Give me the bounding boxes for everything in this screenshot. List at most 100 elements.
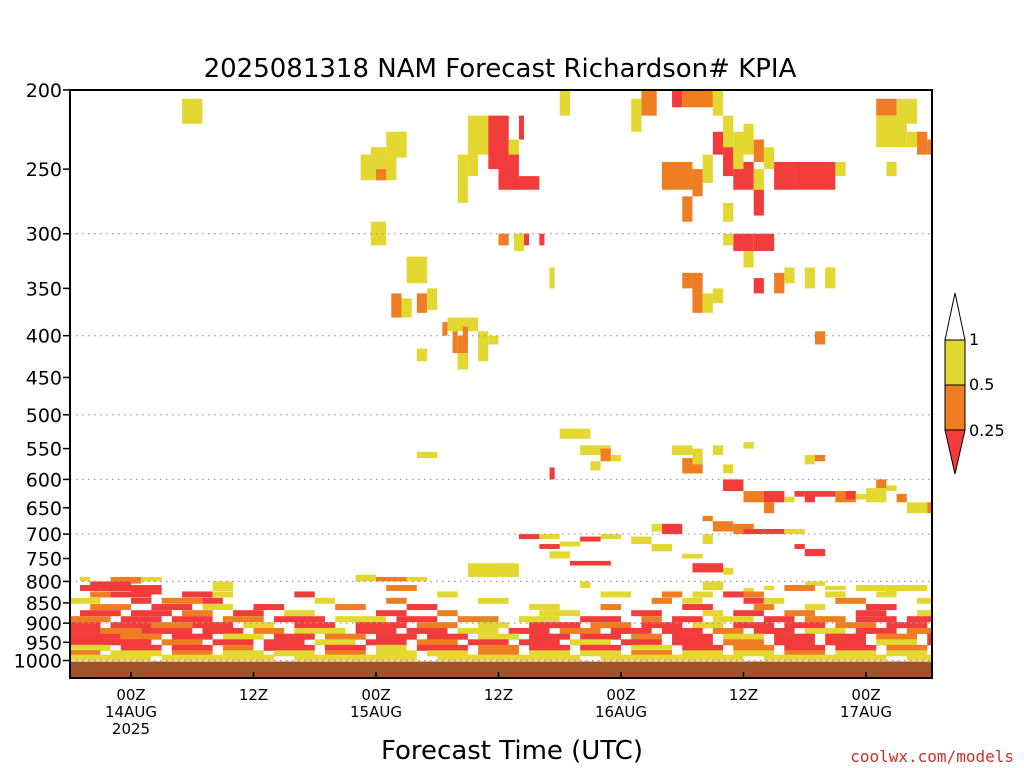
- ri-cell: [763, 502, 775, 514]
- ri-cell: [631, 536, 652, 545]
- ri-cell: [580, 616, 621, 623]
- ri-cell: [376, 650, 417, 657]
- ri-cell: [457, 352, 468, 370]
- ri-cell: [855, 616, 897, 623]
- ri-cell: [682, 90, 713, 108]
- ri-cell: [723, 567, 734, 575]
- ri-cell: [467, 639, 509, 646]
- ri-cell: [876, 639, 918, 646]
- legend-swatch-gt-1: [944, 292, 966, 341]
- ri-cell: [855, 493, 866, 500]
- ri-cell: [927, 139, 932, 155]
- ri-cell: [692, 448, 703, 465]
- ri-cell: [774, 161, 795, 190]
- ri-cell: [682, 272, 693, 289]
- ri-cell: [273, 650, 315, 657]
- ri-cell: [518, 115, 525, 140]
- ri-cell: [131, 597, 152, 604]
- ri-cell: [202, 597, 223, 604]
- ri-cell: [702, 534, 713, 545]
- ri-cell: [804, 278, 815, 289]
- ri-cell: [120, 616, 162, 623]
- ri-cell: [825, 633, 866, 640]
- ri-cell: [452, 331, 458, 353]
- ri-cell: [794, 544, 805, 549]
- ri-cell: [723, 591, 744, 598]
- ri-cell: [70, 622, 101, 629]
- y-tick-label: 850: [26, 593, 62, 615]
- ri-cell: [906, 627, 932, 634]
- ri-cell: [876, 115, 907, 148]
- ri-cell: [243, 622, 274, 629]
- ri-cell: [151, 604, 193, 611]
- ri-cell: [498, 233, 509, 246]
- ri-cell: [131, 610, 172, 617]
- ri-cell: [723, 147, 734, 177]
- ri-cell: [457, 627, 499, 634]
- x-tick-label: 14AUG: [105, 703, 157, 721]
- chart-title: 2025081318 NAM Forecast Richardson# KPIA: [204, 54, 797, 84]
- ri-cell: [692, 563, 724, 573]
- ri-cell: [712, 445, 724, 455]
- ri-cell: [661, 523, 683, 535]
- ri-cell: [376, 633, 417, 640]
- ri-cell: [580, 650, 621, 657]
- ri-cell: [529, 633, 570, 640]
- ri-cell: [804, 267, 815, 279]
- ri-cell: [171, 644, 213, 651]
- ri-cell: [70, 654, 152, 661]
- ri-cell: [906, 131, 918, 148]
- ri-cell: [835, 650, 877, 657]
- ri-cell: [672, 90, 683, 108]
- ri-cell: [600, 591, 632, 598]
- ri-cell: [376, 610, 407, 617]
- ri-cell: [927, 639, 932, 646]
- ri-cell: [90, 604, 131, 611]
- ri-cell: [416, 622, 458, 629]
- ri-cell: [743, 491, 764, 503]
- ri-cell: [631, 610, 662, 617]
- ri-cell: [702, 154, 713, 184]
- ri-cell: [442, 322, 448, 336]
- ri-cell: [651, 523, 662, 532]
- ri-cell: [886, 485, 897, 492]
- y-tick-label: 750: [26, 549, 62, 571]
- ri-cell: [917, 610, 932, 617]
- ri-cell: [723, 115, 734, 148]
- legend-swatch-lt-0-25: [944, 429, 966, 475]
- ri-cell: [182, 610, 213, 617]
- y-tick-label: 650: [26, 498, 62, 520]
- ri-cell: [70, 627, 101, 634]
- ri-cell: [161, 654, 274, 661]
- ri-cell: [682, 604, 713, 611]
- ri-cell: [253, 627, 285, 634]
- ri-cell: [437, 591, 458, 598]
- ri-cell: [70, 639, 111, 646]
- ri-cell: [641, 90, 657, 116]
- ri-cell: [692, 622, 724, 629]
- ri-cell: [171, 616, 213, 623]
- x-tick-label: 00Z: [851, 686, 880, 704]
- y-tick-label: 1000: [14, 651, 62, 673]
- ri-cell: [672, 633, 713, 640]
- source-credit: coolwx.com/models: [850, 747, 1014, 766]
- ri-cell: [79, 576, 91, 582]
- ri-cell: [927, 633, 932, 640]
- ri-cell: [202, 604, 234, 611]
- ri-cell: [876, 591, 897, 598]
- ri-cell: [692, 272, 703, 294]
- ri-cell: [212, 639, 254, 646]
- ri-cell: [804, 491, 815, 503]
- ri-cell: [896, 493, 907, 503]
- ri-cell: [478, 597, 509, 604]
- ri-cell: [814, 454, 826, 462]
- ri-cell: [569, 560, 611, 566]
- ri-cell: [723, 202, 734, 222]
- ri-cell: [682, 196, 693, 222]
- legend-swatch-0-25-to-0-5: [944, 384, 966, 431]
- ri-cell: [427, 288, 438, 310]
- ri-cell: [539, 610, 581, 617]
- ri-cell: [559, 428, 591, 439]
- ri-cell: [661, 161, 693, 190]
